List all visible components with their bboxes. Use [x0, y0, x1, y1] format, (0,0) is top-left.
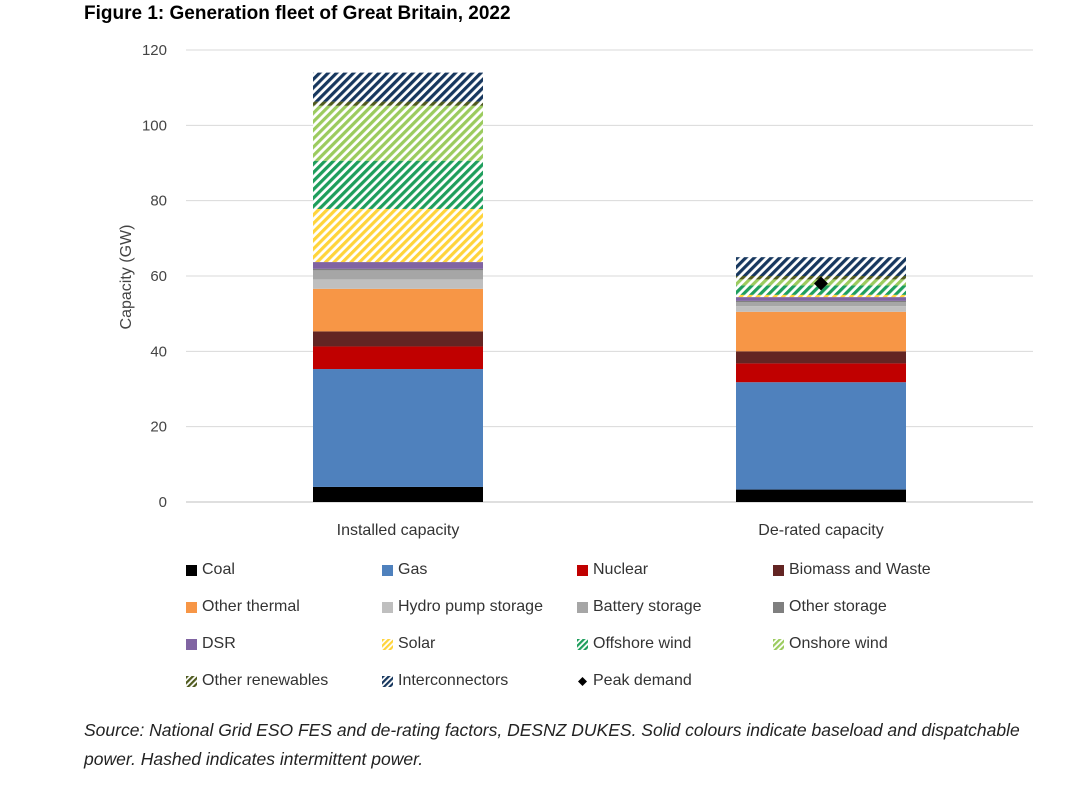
y-tick-label: 60	[150, 268, 167, 285]
legend-label: Onshore wind	[789, 635, 888, 652]
legend-label: Interconnectors	[398, 672, 509, 689]
bar-segment-other-storage	[736, 300, 906, 302]
legend-swatch	[382, 564, 393, 576]
legend-swatch	[382, 601, 393, 613]
y-tick-label: 40	[150, 343, 167, 360]
bar-segment-nuclear	[313, 346, 483, 370]
bar-segment-other-renewables	[313, 101, 483, 106]
x-category-label: Installed capacity	[337, 522, 460, 539]
legend-item: Other renewables	[186, 672, 328, 690]
bar-segment-hydro-pump-storage	[313, 279, 483, 289]
legend-label: Solar	[398, 635, 436, 652]
bar-segment-interconnectors	[313, 72, 483, 102]
legend-label: Gas	[398, 561, 428, 578]
legend-label: DSR	[202, 635, 236, 652]
bar-segment-other-thermal	[736, 311, 906, 352]
y-tick-label: 120	[142, 42, 167, 59]
markers	[814, 276, 828, 291]
legend-label: Nuclear	[593, 561, 649, 578]
bar-segment-battery-storage	[313, 270, 483, 280]
legend-swatch	[186, 638, 197, 650]
legend-label: Offshore wind	[593, 635, 692, 652]
peak-demand-marker	[814, 276, 828, 291]
bar-segment-other-thermal	[313, 288, 483, 332]
legend-item: Onshore wind	[773, 635, 888, 653]
legend-item: Peak demand	[577, 672, 692, 690]
bar-segment-nuclear	[736, 363, 906, 383]
legend-item: Hydro pump storage	[382, 598, 543, 616]
y-tick-label: 0	[159, 494, 167, 511]
legend-item: Interconnectors	[382, 672, 508, 690]
x-axis-categories: Installed capacity De-rated capacity	[337, 522, 884, 539]
legend: Coal Gas Nuclear Biomass and Waste Other the…	[186, 561, 1006, 701]
legend-swatch	[773, 564, 784, 576]
legend-item: Other thermal	[186, 598, 300, 616]
chart-title: Figure 1: Generation fleet of Great Brit…	[84, 3, 511, 24]
y-tick-label: 80	[150, 193, 167, 210]
bar-segment-onshore-wind	[313, 105, 483, 161]
legend-label: Other renewables	[202, 672, 329, 689]
legend-swatch	[577, 564, 588, 576]
legend-item: Battery storage	[577, 598, 702, 616]
legend-item: Nuclear	[577, 561, 648, 579]
legend-item: Biomass and Waste	[773, 561, 931, 579]
legend-item: DSR	[186, 635, 236, 653]
bar-segment-coal	[313, 486, 483, 502]
y-tick-label: 20	[150, 419, 167, 436]
legend-item: Solar	[382, 635, 435, 653]
y-tick-label: 100	[142, 117, 167, 134]
bar-segment-hydro-pump-storage	[736, 306, 906, 312]
source-note: Source: National Grid ESO FES and de-rat…	[84, 720, 1020, 769]
legend-swatch	[577, 638, 588, 650]
legend-label: Coal	[202, 561, 235, 578]
legend-swatch	[382, 638, 393, 650]
bar-segment-biomass-and-waste	[313, 331, 483, 347]
bar-segment-solar	[736, 294, 906, 298]
legend-item: Gas	[382, 561, 427, 579]
legend-label: Other thermal	[202, 598, 300, 615]
legend-label: Hydro pump storage	[398, 598, 543, 615]
bar-segment-biomass-and-waste	[736, 351, 906, 364]
legend-swatch	[186, 601, 197, 613]
bar-segment-dsr	[313, 262, 483, 269]
bar-segment-coal	[736, 489, 906, 502]
legend-item: Offshore wind	[577, 635, 691, 653]
y-axis-ticks: 0 20 40 60 80 100 120	[142, 42, 167, 511]
bar-segment-battery-storage	[736, 301, 906, 307]
legend-item: Other storage	[773, 598, 887, 616]
bar-segment-gas	[313, 369, 483, 487]
bar-segment-other-storage	[313, 268, 483, 271]
bar-chart: 0 20 40 60 80 100 120 Installed capacity De-rat…	[118, 42, 1033, 539]
bar-segment-dsr	[736, 297, 906, 301]
x-category-label: De-rated capacity	[758, 522, 883, 539]
y-axis-label: Capacity (GW)	[118, 225, 135, 330]
legend-swatch	[186, 675, 197, 687]
legend-swatch	[382, 675, 393, 687]
legend-label: Peak demand	[593, 672, 692, 689]
bar-segment-gas	[736, 382, 906, 490]
bar-segment-offshore-wind	[313, 160, 483, 209]
bars	[313, 72, 906, 502]
legend-swatch	[578, 676, 587, 686]
legend-swatch	[186, 564, 197, 576]
legend-swatch	[577, 601, 588, 613]
legend-label: Biomass and Waste	[789, 561, 931, 578]
bar-segment-interconnectors	[736, 257, 906, 276]
legend-label: Other storage	[789, 598, 887, 615]
legend-swatch	[773, 638, 784, 650]
legend-item: Coal	[186, 561, 235, 579]
bar-segment-solar	[313, 208, 483, 263]
legend-swatch	[773, 601, 784, 613]
legend-label: Battery storage	[593, 598, 702, 615]
